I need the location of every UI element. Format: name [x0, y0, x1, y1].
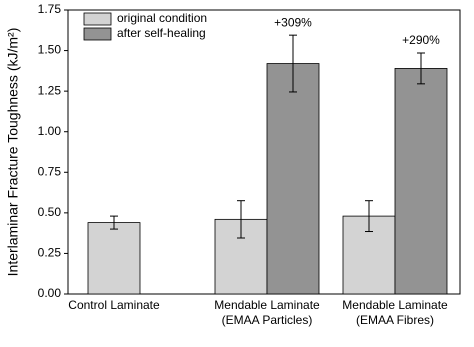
x-tick-label: Mendable Laminate: [214, 298, 320, 312]
bar: [394, 68, 448, 295]
x-tick-label: Mendable Laminate: [342, 298, 448, 312]
x-tick-label: (EMAA Fibres): [356, 313, 434, 327]
y-tick-label: 1.50: [38, 43, 62, 57]
error-bar: [110, 215, 118, 230]
y-tick-label: 0.50: [38, 205, 62, 219]
annotation: +290%: [402, 33, 440, 47]
bar: [87, 222, 141, 295]
y-tick-label: 1.75: [38, 2, 62, 16]
y-tick-label: 0.25: [38, 246, 62, 260]
legend-label: original condition: [117, 11, 207, 25]
error-bar: [417, 52, 425, 85]
y-tick-label: 0.00: [38, 286, 62, 300]
y-tick-label: 1.25: [38, 83, 62, 97]
error-bar: [289, 34, 297, 93]
bar: [266, 63, 320, 295]
legend-swatch: [83, 12, 112, 26]
x-tick-label: (EMAA Particles): [222, 313, 313, 327]
y-tick-label: 1.00: [38, 124, 62, 138]
annotation: +309%: [274, 15, 312, 29]
y-axis-label: Interlaminar Fracture Toughness (kJ/m²): [5, 28, 21, 277]
x-tick-label: Control Laminate: [68, 298, 160, 312]
legend-label: after self-healing: [117, 26, 206, 40]
legend-swatch: [83, 27, 112, 41]
y-tick-label: 0.75: [38, 164, 62, 178]
error-bar: [365, 200, 373, 233]
error-bar: [237, 200, 245, 239]
